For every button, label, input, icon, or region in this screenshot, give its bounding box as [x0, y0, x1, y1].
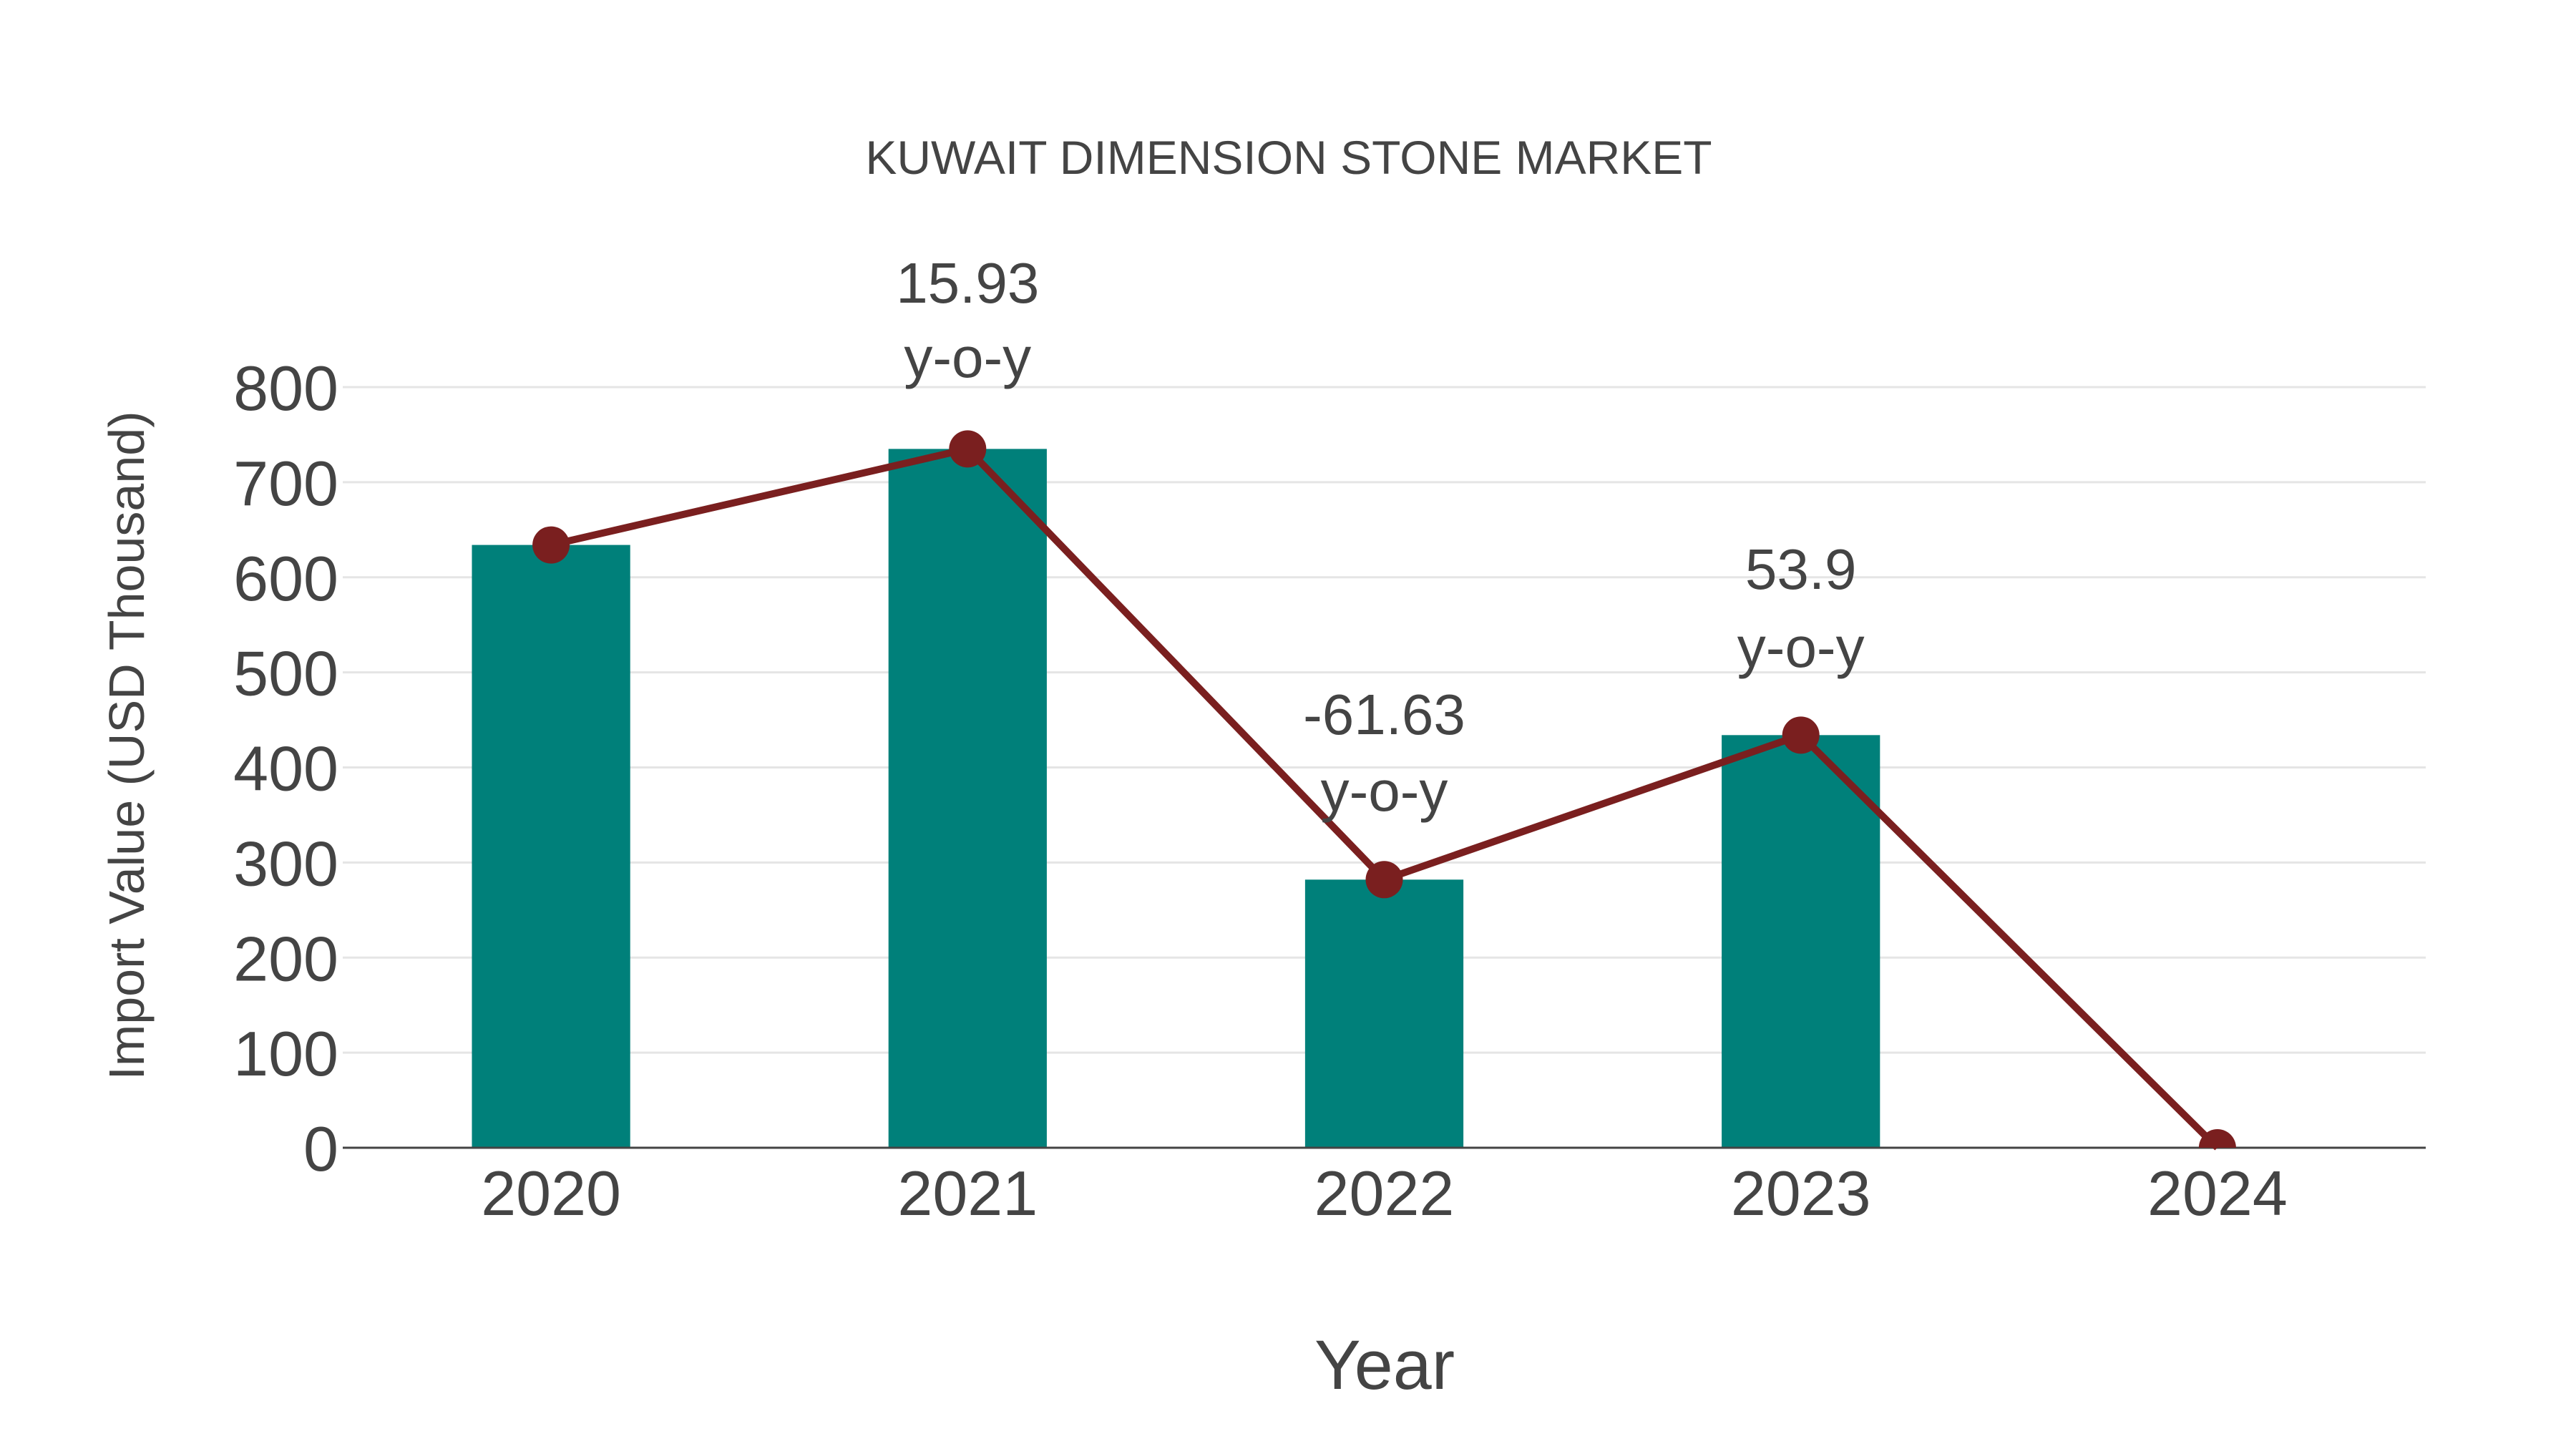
y-tick-label: 500: [233, 638, 338, 709]
y-tick-label: 200: [233, 923, 338, 994]
yoy-value: 15.93: [896, 251, 1039, 315]
y-tick-label: 800: [233, 353, 338, 424]
yoy-value: -61.63: [1303, 683, 1465, 746]
x-tick-label: 2024: [2147, 1158, 2288, 1229]
marker-2020[interactable]: [532, 526, 570, 564]
y-tick-label: 0: [303, 1113, 338, 1184]
yoy-suffix: y-o-y: [1321, 759, 1448, 823]
yoy-annotations: 15.93 y-o-y -61.63 y-o-y 53.9 y-o-y: [896, 251, 1864, 823]
marker-2024[interactable]: [2198, 1129, 2236, 1166]
y-tick-label: 700: [233, 448, 338, 519]
bar-2023[interactable]: [1722, 735, 1880, 1148]
annotation-2021: 15.93 y-o-y: [896, 251, 1039, 389]
bar-series: [472, 449, 1880, 1148]
marker-2021[interactable]: [949, 430, 987, 468]
bar-2022[interactable]: [1304, 879, 1464, 1148]
x-axis-title: Year: [1314, 1326, 1455, 1404]
marker-2023[interactable]: [1782, 716, 1820, 754]
y-tick-label: 100: [233, 1018, 338, 1089]
x-tick-label: 2021: [897, 1158, 1038, 1229]
yoy-value: 53.9: [1745, 537, 1857, 601]
x-tick-label: 2022: [1314, 1158, 1455, 1229]
bar-2021[interactable]: [888, 449, 1047, 1148]
y-tick-label: 600: [233, 543, 338, 614]
y-tick-label: 400: [233, 733, 338, 804]
x-tick-label: 2023: [1731, 1158, 1871, 1229]
annotation-2022: -61.63 y-o-y: [1303, 683, 1465, 823]
y-tick-label: 300: [233, 828, 338, 899]
chart-title: KUWAIT DIMENSION STONE MARKET: [865, 131, 1712, 184]
line-series: [532, 430, 2236, 1166]
x-axis-ticks: 2020 2021 2022 2023 2024: [481, 1158, 2288, 1229]
y-axis-ticks: 0 100 200 300 400 500 600 700 800: [233, 353, 338, 1184]
x-tick-label: 2020: [481, 1158, 621, 1229]
bar-2020[interactable]: [472, 545, 630, 1148]
marker-2022[interactable]: [1365, 861, 1403, 899]
annotation-2023: 53.9 y-o-y: [1737, 537, 1865, 679]
yoy-suffix: y-o-y: [1737, 615, 1865, 679]
y-axis-title: Import Value (USD Thousand): [99, 411, 155, 1080]
yoy-suffix: y-o-y: [904, 326, 1031, 389]
